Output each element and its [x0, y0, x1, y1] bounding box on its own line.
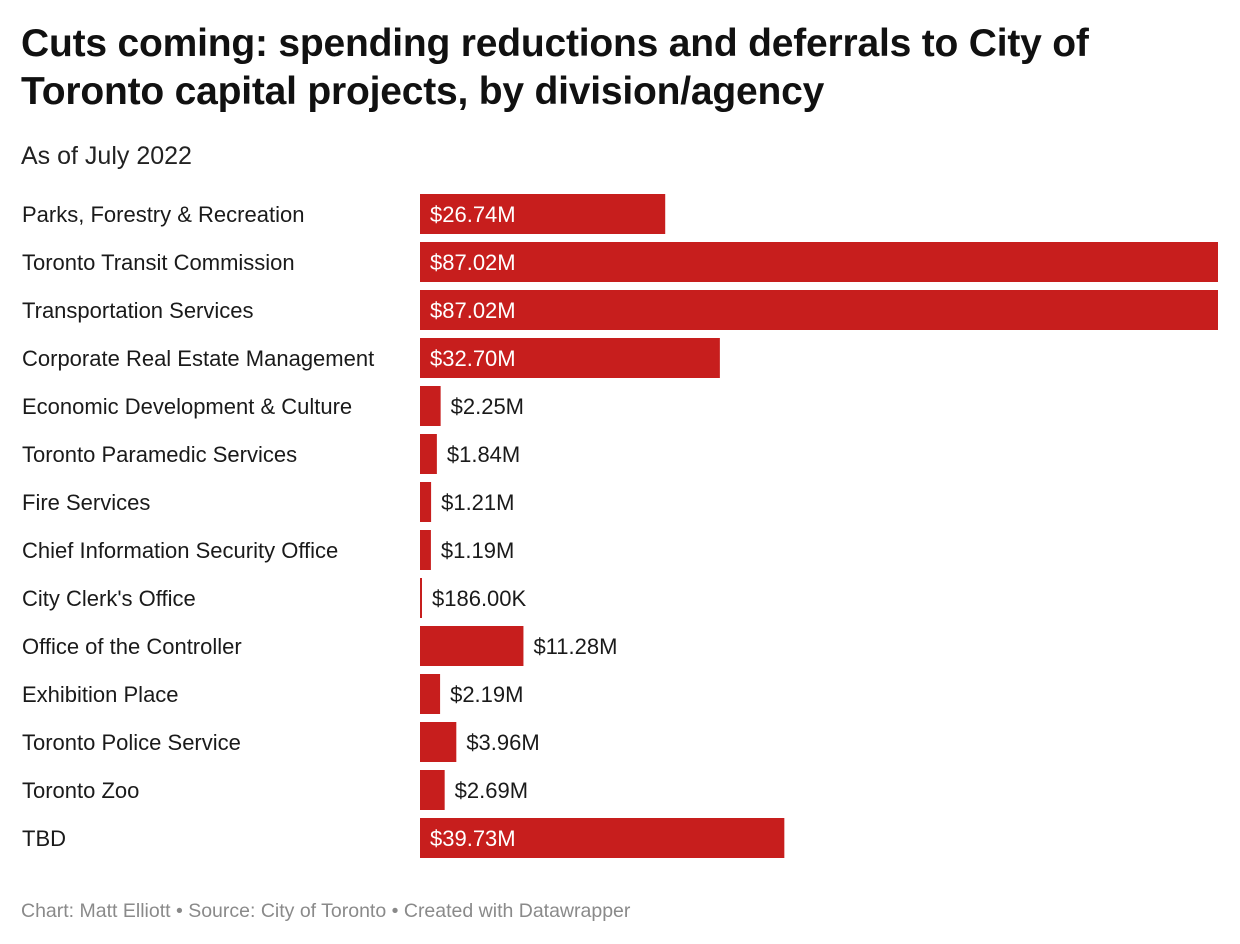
category-label: Toronto Police Service [22, 730, 241, 755]
chart-subtitle: As of July 2022 [21, 142, 192, 170]
chart-footer: Chart: Matt Elliott • Source: City of To… [21, 900, 631, 922]
chart-title: Cuts coming: spending reductions and def… [21, 22, 1089, 113]
value-label: $87.02M [430, 250, 516, 275]
category-label: Toronto Transit Commission [22, 250, 295, 275]
bar [420, 578, 422, 618]
bar [420, 722, 457, 762]
bar [420, 482, 432, 522]
value-label: $1.21M [441, 490, 514, 515]
value-label: $26.74M [430, 202, 516, 227]
bar [420, 290, 1218, 330]
bar [420, 674, 441, 714]
category-label: Toronto Zoo [22, 778, 139, 803]
value-label: $32.70M [430, 346, 516, 371]
value-label: $186.00K [432, 586, 527, 611]
category-label: TBD [22, 826, 66, 851]
category-label: Office of the Controller [22, 634, 242, 659]
value-label: $11.28M [533, 634, 617, 659]
bar [420, 386, 441, 426]
category-label: Chief Information Security Office [22, 538, 338, 563]
value-label: $87.02M [430, 298, 516, 323]
value-label: $2.25M [451, 394, 524, 419]
bar [420, 434, 437, 474]
value-label: $2.19M [450, 682, 523, 707]
value-label: $1.19M [441, 538, 514, 563]
category-label: Fire Services [22, 490, 150, 515]
category-label: City Clerk's Office [22, 586, 196, 611]
value-label: $39.73M [430, 826, 516, 851]
category-label: Toronto Paramedic Services [22, 442, 297, 467]
bar [420, 242, 1218, 282]
value-label: $1.84M [447, 442, 520, 467]
bar [420, 194, 666, 234]
bar [420, 818, 785, 858]
bar [420, 770, 445, 810]
bar [420, 338, 720, 378]
bar [420, 626, 524, 666]
category-label: Economic Development & Culture [22, 394, 352, 419]
value-label: $3.96M [466, 730, 539, 755]
category-label: Parks, Forestry & Recreation [22, 202, 304, 227]
category-label: Exhibition Place [22, 682, 179, 707]
bar [420, 530, 431, 570]
category-label: Transportation Services [22, 298, 254, 323]
category-label: Corporate Real Estate Management [22, 346, 374, 371]
value-label: $2.69M [455, 778, 528, 803]
